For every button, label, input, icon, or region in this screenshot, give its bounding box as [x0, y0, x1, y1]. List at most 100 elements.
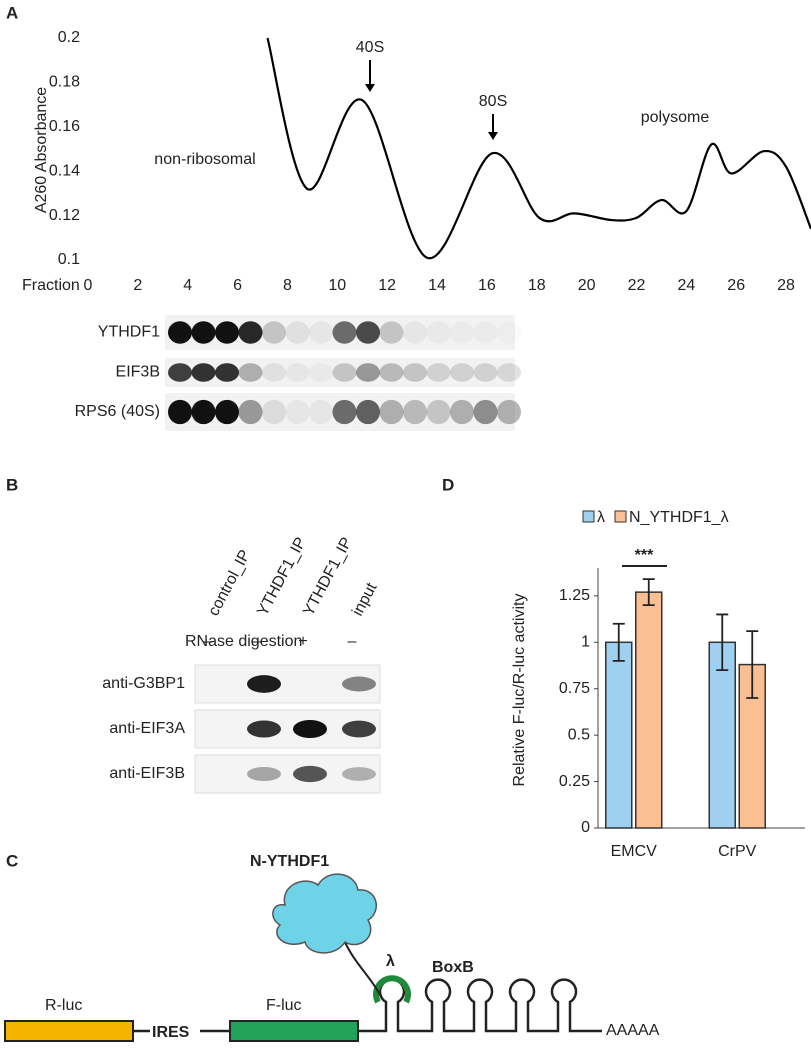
y-axis-label: Relative F-luc/R-luc activity: [511, 594, 528, 787]
blot-band: [247, 675, 281, 693]
arrowhead: [365, 84, 375, 92]
lane-label: input: [349, 580, 381, 619]
blot-band: [342, 767, 376, 781]
x-tick-label: 22: [628, 277, 646, 294]
blot-band: [426, 363, 451, 382]
x-tick-label: 8: [283, 277, 292, 294]
boxb-hairpins: [358, 978, 602, 1033]
blot-band: [168, 399, 192, 425]
blot-label: RPS6 (40S): [75, 403, 160, 420]
treatment-sign: +: [298, 633, 307, 650]
polya-label: AAAAA: [606, 1022, 660, 1039]
panel-label: C: [6, 851, 18, 870]
blot-band: [285, 321, 310, 344]
legend-label: λ: [597, 509, 605, 526]
blot-band: [215, 399, 239, 425]
y-tick-label: 1: [581, 634, 590, 651]
blot-band: [356, 321, 380, 344]
absorbance-line: [266, 37, 811, 259]
blot-band: [426, 399, 451, 425]
boxb-label: BoxB: [432, 959, 474, 976]
blot-band: [450, 363, 474, 382]
blot-band: [293, 765, 327, 783]
blot-band: [497, 321, 521, 343]
bar: [635, 591, 663, 829]
lane-label: YTHDF1_IP: [254, 535, 310, 619]
annotation: non-ribosomal: [154, 151, 255, 168]
blot-band: [497, 363, 521, 382]
ires-label: IRES: [152, 1024, 190, 1041]
blot-band: [191, 399, 216, 425]
blot-band: [474, 321, 498, 343]
y-tick-label: 0.18: [49, 74, 80, 91]
x-tick-label: 16: [478, 277, 496, 294]
blot-band: [262, 399, 286, 425]
x-tick-label: 28: [777, 277, 795, 294]
blot-band: [168, 363, 192, 382]
x-tick-label: 26: [727, 277, 745, 294]
protein-label: N-YTHDF1: [250, 853, 329, 870]
legend-swatch: [582, 510, 595, 523]
blot-band: [247, 720, 281, 738]
blot-band: [332, 363, 357, 382]
x-tick-label: 4: [183, 277, 192, 294]
blot-band: [191, 321, 216, 344]
blot-band: [309, 399, 333, 425]
arrowhead: [488, 132, 498, 140]
error-bar: [746, 630, 759, 699]
blot-band: [497, 399, 521, 425]
blot-band: [403, 363, 427, 382]
lambda-peptide: [373, 975, 411, 1004]
blot-band: [309, 363, 333, 382]
y-tick-label: 0.75: [559, 680, 590, 697]
blot-band: [450, 399, 474, 425]
blot-band: [426, 321, 451, 344]
lane-label: control_IP: [205, 547, 254, 619]
blot-band: [356, 399, 380, 425]
y-tick-label: 0.2: [58, 29, 80, 46]
blot-band: [262, 363, 286, 382]
y-tick-label: 0: [581, 819, 590, 836]
treatment-label: RNase digestion: [185, 633, 302, 650]
lambda-label: λ: [386, 953, 395, 970]
blot-band: [247, 766, 281, 782]
y-tick-label: 0.1: [58, 251, 80, 268]
blot-band: [238, 363, 263, 382]
error-bar: [716, 613, 729, 672]
blot-band: [332, 399, 357, 425]
blot-label: anti-G3BP1: [102, 675, 185, 692]
n-ythdf1-cloud: [272, 873, 378, 954]
blot-label: anti-EIF3B: [109, 765, 185, 782]
construct-diagram: N-YTHDF1 λ BoxB R-luc IRES F-luc AAAAA: [4, 853, 660, 1042]
legend-label: N_YTHDF1_λ: [629, 509, 729, 526]
blot-band: [342, 720, 376, 738]
blot-band: [379, 363, 404, 382]
rluc-label: R-luc: [45, 997, 82, 1014]
blot-band: [403, 399, 427, 425]
y-tick-label: 0.14: [49, 162, 80, 179]
blot-band: [356, 363, 380, 382]
fluc-label: F-luc: [266, 997, 302, 1014]
annotation: 40S: [356, 39, 384, 56]
x-tick-label: 24: [677, 277, 695, 294]
blot-band: [168, 321, 192, 344]
blot-label: YTHDF1: [98, 324, 160, 341]
x-tick-label: 6: [233, 277, 242, 294]
x-tick-label: 18: [528, 277, 546, 294]
fluc-box: [229, 1020, 359, 1042]
panel-label: D: [442, 475, 454, 494]
annotation: polysome: [641, 109, 710, 126]
y-tick-label: 1.25: [559, 587, 590, 604]
lane-label: YTHDF1_IP: [300, 535, 356, 619]
legend-swatch: [614, 510, 627, 523]
blot-background: [194, 754, 381, 794]
blot-band: [215, 363, 239, 382]
y-tick-label: 0.5: [568, 726, 590, 743]
blot-band: [262, 321, 286, 344]
x-tick-label: CrPV: [718, 843, 757, 860]
x-tick-label: 12: [378, 277, 396, 294]
rluc-box: [4, 1020, 134, 1042]
blot-band: [238, 321, 263, 344]
x-tick-label: 0: [84, 277, 93, 294]
